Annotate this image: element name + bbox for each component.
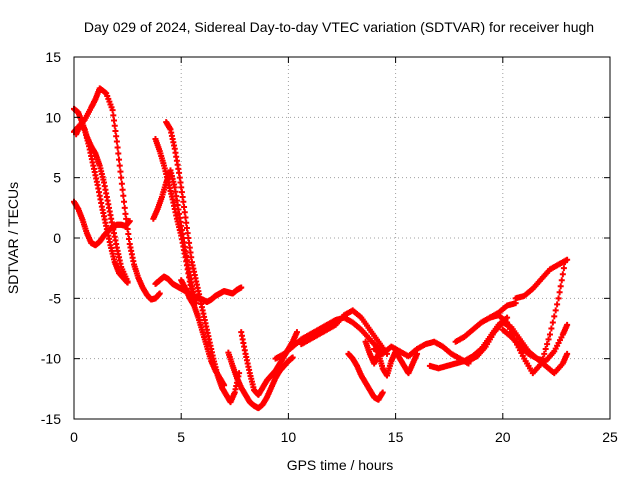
x-tick-label: 15 [388, 429, 404, 445]
x-tick-label: 0 [70, 429, 78, 445]
data-point [125, 230, 132, 237]
data-point [126, 218, 133, 225]
data-point [289, 354, 296, 361]
series-1 [71, 85, 163, 303]
data-point [293, 329, 300, 336]
data-point [564, 350, 571, 357]
series-6 [150, 167, 200, 307]
data-point [118, 180, 125, 187]
data-point [156, 290, 163, 297]
data-point [555, 295, 562, 302]
data-point [558, 277, 565, 284]
data-point [122, 210, 129, 217]
data-point [182, 214, 189, 221]
data-point [545, 336, 552, 343]
data-point [118, 174, 125, 181]
data-point [110, 112, 117, 119]
data-point [511, 335, 518, 342]
series-3 [73, 121, 131, 286]
y-tick-label: 0 [53, 230, 61, 246]
data-point [181, 209, 188, 216]
data-point [506, 325, 513, 332]
data-point [552, 307, 559, 314]
y-tick-label: 10 [45, 109, 61, 125]
series-8 [178, 277, 228, 389]
data-point [119, 186, 126, 193]
data-point [504, 319, 511, 326]
data-point [124, 279, 131, 286]
y-tick-label: -10 [41, 351, 61, 367]
data-point [508, 329, 515, 336]
data-point [114, 144, 121, 151]
data-point [556, 289, 563, 296]
x-tick-label: 10 [281, 429, 297, 445]
x-tick-label: 20 [495, 429, 511, 445]
x-tick-label: 5 [177, 429, 185, 445]
data-point [546, 331, 553, 338]
series-11 [272, 314, 382, 362]
data-point [123, 215, 130, 222]
series-21 [486, 259, 568, 377]
data-point [126, 236, 133, 243]
data-point [180, 198, 187, 205]
data-point [505, 322, 512, 329]
x-axis-title: GPS time / hours [287, 457, 394, 473]
series-12 [298, 307, 391, 357]
data-point [221, 382, 228, 389]
y-tick-label: -5 [49, 290, 62, 306]
series-9 [225, 349, 296, 412]
y-tick-label: 15 [45, 49, 61, 65]
axis-ticks: 0 5 10 15 20 25 -15 -10 -5 0 5 10 15 [41, 49, 618, 445]
data-point [121, 198, 128, 205]
data-point [109, 107, 116, 114]
grid-lines [74, 57, 610, 419]
data-point [111, 117, 118, 124]
data-point [238, 284, 245, 291]
data-point [181, 204, 188, 211]
data-point [538, 360, 545, 367]
data-point [183, 224, 190, 231]
chart-title: Day 029 of 2024, Sidereal Day-to-day VTE… [84, 19, 594, 35]
data-point [509, 332, 516, 339]
data-point [561, 259, 568, 266]
data-point [560, 265, 567, 272]
data-point [541, 350, 548, 357]
y-tick-label: 5 [53, 170, 61, 186]
data-point [557, 283, 564, 290]
data-point [549, 319, 556, 326]
data-point [111, 122, 118, 129]
data-point [564, 321, 571, 328]
data-point [542, 346, 549, 353]
data-point [379, 389, 386, 396]
data-points [71, 85, 571, 412]
data-point [121, 204, 128, 211]
data-point [120, 192, 127, 199]
data-point [116, 156, 123, 163]
data-point [113, 138, 120, 145]
data-point [551, 313, 558, 320]
data-point [559, 271, 566, 278]
data-point [544, 341, 551, 348]
data-point [117, 168, 124, 175]
data-point [115, 150, 122, 157]
data-point [113, 133, 120, 140]
data-point [539, 355, 546, 362]
series-13 [345, 350, 386, 403]
data-point [548, 325, 555, 332]
y-tick-label: -15 [41, 411, 61, 427]
x-tick-label: 25 [602, 429, 618, 445]
data-point [116, 162, 123, 169]
y-axis-title: SDTVAR / TECUs [5, 182, 21, 294]
data-point [554, 301, 561, 308]
data-point [183, 219, 190, 226]
data-point [112, 128, 119, 135]
